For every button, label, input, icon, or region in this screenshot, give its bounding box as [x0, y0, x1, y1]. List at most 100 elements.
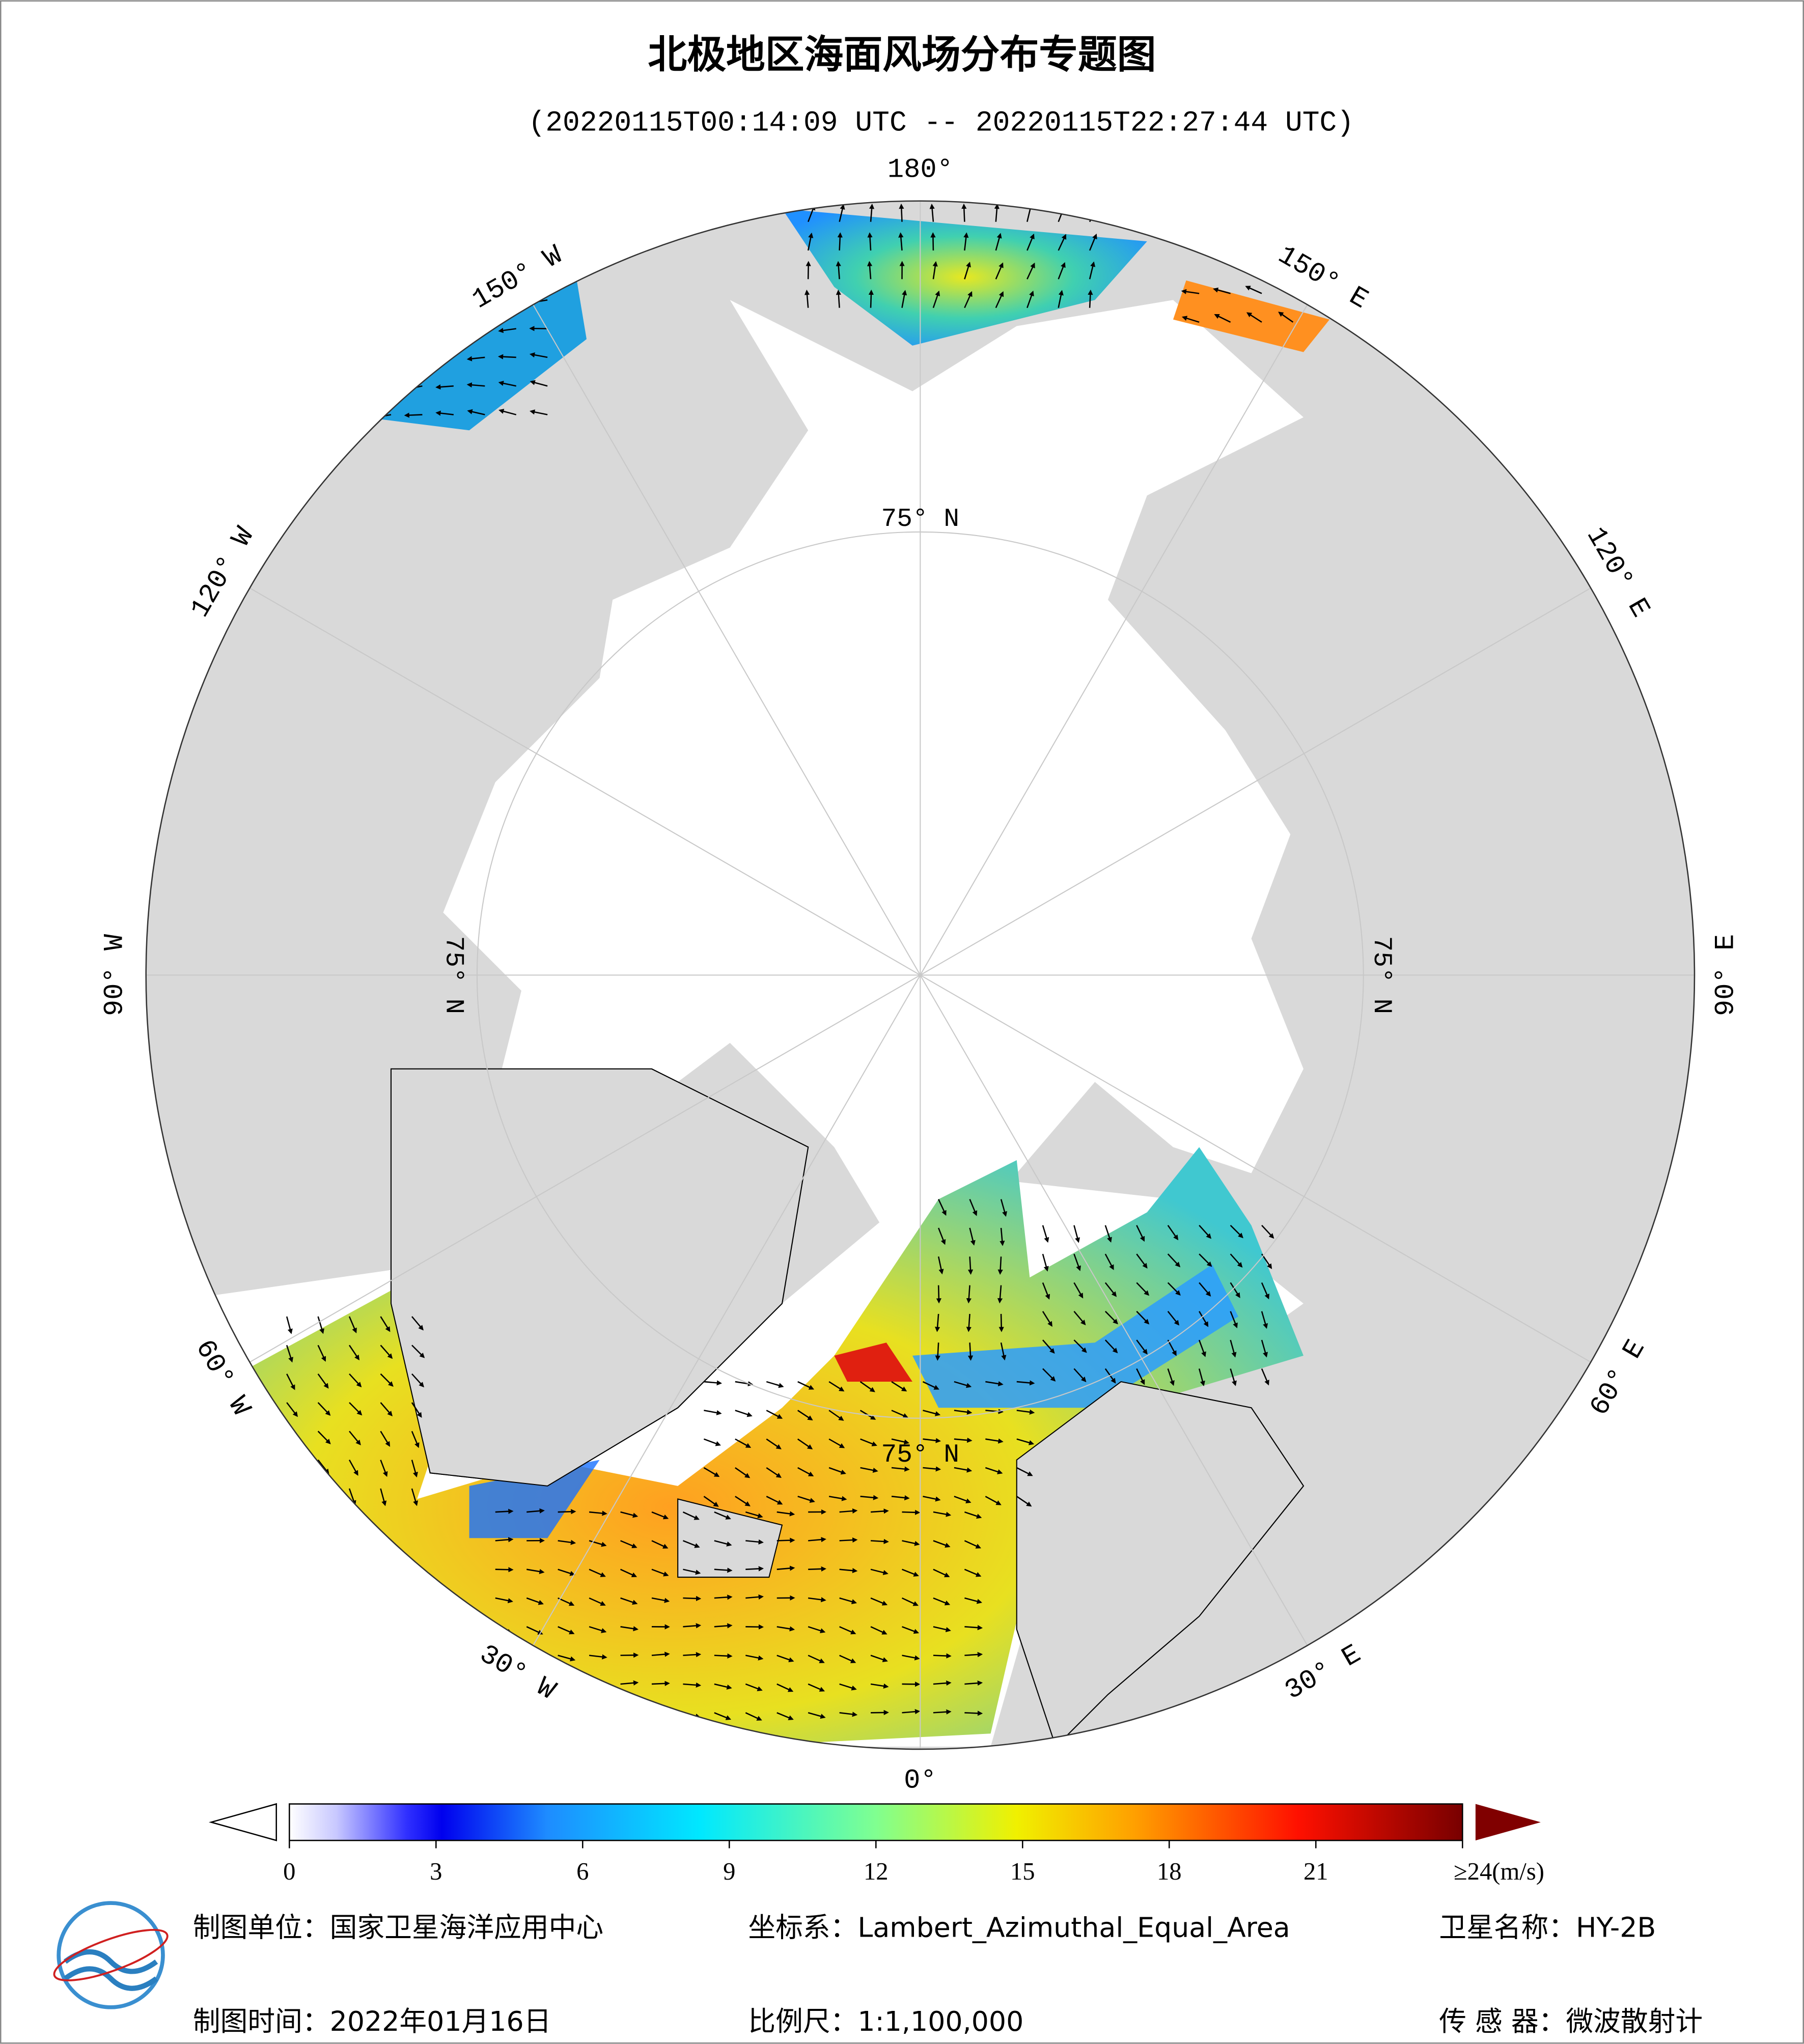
wind-arrow — [969, 1199, 978, 1216]
map — [146, 201, 1695, 1749]
wind-arrow — [1042, 1253, 1049, 1272]
wind-arrow — [467, 409, 485, 415]
wind-arrow — [651, 1651, 670, 1657]
wind-arrow — [286, 1345, 293, 1363]
wind-arrow — [870, 1655, 888, 1662]
meridian — [533, 974, 921, 1646]
wind-arrow — [902, 1709, 921, 1715]
lon-label: 180° — [887, 154, 953, 185]
wind-arrow — [766, 1410, 783, 1419]
wind-arrow — [839, 1683, 857, 1691]
wind-arrow — [766, 1467, 782, 1478]
meridian — [920, 587, 1591, 976]
wind-arrow — [870, 1626, 887, 1635]
wind-arrow — [1000, 1227, 1005, 1246]
wind-arrow — [870, 1508, 889, 1514]
colorbar-tick-label: 18 — [1157, 1858, 1182, 1885]
wind-arrow — [839, 1626, 856, 1635]
wind-arrow — [1230, 1253, 1243, 1268]
wind-arrow — [966, 1313, 972, 1332]
wind-arrow — [466, 382, 485, 388]
wind-arrow — [745, 1655, 764, 1661]
wind-arrow — [620, 1597, 638, 1605]
wind-arrow — [1199, 1311, 1209, 1327]
colorbar-tick-label: 3 — [430, 1858, 442, 1885]
wind-arrow — [317, 1402, 331, 1416]
footer-unit: 制图单位：国家卫星海洋应用中心 — [193, 1912, 603, 1944]
wind-arrow — [891, 1381, 907, 1392]
wind-arrow — [1167, 1339, 1177, 1356]
wind-arrow — [735, 1467, 751, 1478]
wind-arrow — [589, 1597, 606, 1606]
wind-arrow — [714, 1623, 733, 1629]
wind-arrow — [808, 1597, 826, 1603]
logo-orbit — [53, 1928, 169, 1981]
wind-arrow — [1136, 1339, 1148, 1355]
wind-arrow — [932, 261, 938, 279]
wind-arrow — [963, 232, 969, 251]
iceland — [677, 1498, 783, 1578]
wind-arrow — [1104, 1310, 1118, 1325]
wind-arrow — [891, 1466, 910, 1472]
wind-arrow — [1199, 1224, 1212, 1239]
wind-arrow — [1089, 261, 1096, 279]
wind-arrow — [776, 1683, 794, 1692]
wind-arrow — [776, 1565, 795, 1571]
wind-arrow — [1104, 1282, 1117, 1297]
wind-arrow — [995, 291, 1004, 309]
wind-arrow — [317, 1345, 326, 1362]
wind-arrow — [923, 1496, 941, 1502]
wind-arrow — [797, 1410, 813, 1421]
wind-arrow — [380, 1488, 387, 1506]
wind-arrow — [1198, 1339, 1206, 1357]
wind-arrow — [682, 1511, 700, 1520]
wind-arrow — [348, 1460, 358, 1476]
wind-arrow — [558, 1655, 576, 1662]
wind-arrow — [411, 1431, 420, 1448]
wind-arrow — [745, 1566, 764, 1572]
wind-arrow — [1230, 1339, 1237, 1358]
wind-arrow — [964, 1511, 982, 1519]
wind-arrow — [286, 1316, 293, 1334]
wind-arrow — [349, 1373, 362, 1388]
wind-arrow — [589, 1654, 607, 1660]
wind-arrow — [714, 1594, 733, 1600]
wind-arrow — [933, 1626, 951, 1633]
wind-arrow — [1136, 1225, 1145, 1242]
wind-arrow — [985, 1438, 1004, 1444]
footer-sensor: 传 感 器：微波散射计 — [1439, 2005, 1703, 2037]
wind-arrow — [937, 1227, 946, 1245]
wind-arrow — [995, 233, 1002, 251]
colorbar-tick-label: 12 — [864, 1858, 889, 1885]
wind-arrow — [1136, 1282, 1150, 1296]
map-border — [145, 200, 1696, 1750]
wind-arrow — [808, 1655, 825, 1663]
wind-arrow — [964, 262, 971, 279]
wind-arrow — [1042, 1368, 1056, 1382]
wind-arrow — [923, 1438, 941, 1443]
wind-arrow — [735, 1496, 751, 1506]
wind-arrow — [589, 1510, 607, 1516]
wind-arrow — [933, 1569, 950, 1578]
lon-label: 90° E — [1711, 934, 1742, 1016]
wind-arrow — [808, 1566, 827, 1572]
wind-arrow — [589, 1569, 606, 1577]
wind-arrow — [860, 1467, 878, 1473]
wind-arrow — [967, 1342, 974, 1361]
wind-arrow — [704, 1380, 723, 1386]
wind-arrow — [1199, 1282, 1211, 1297]
wind-arrow — [839, 1567, 858, 1574]
lon-label: 90° W — [99, 934, 130, 1016]
wind-arrow — [839, 1655, 856, 1663]
wind-arrow — [776, 1712, 794, 1720]
wind-arrow — [1199, 1253, 1212, 1267]
wind-arrow — [349, 1345, 360, 1361]
wind-arrow — [745, 1539, 764, 1545]
wind-arrow — [435, 410, 454, 416]
wind-arrow — [1042, 1311, 1052, 1327]
wind-arrow — [828, 1381, 845, 1392]
wind-arrow — [807, 232, 814, 251]
wind-arrow — [558, 1626, 575, 1635]
wind-arrow — [683, 1595, 702, 1602]
wind-arrow — [964, 1680, 983, 1686]
